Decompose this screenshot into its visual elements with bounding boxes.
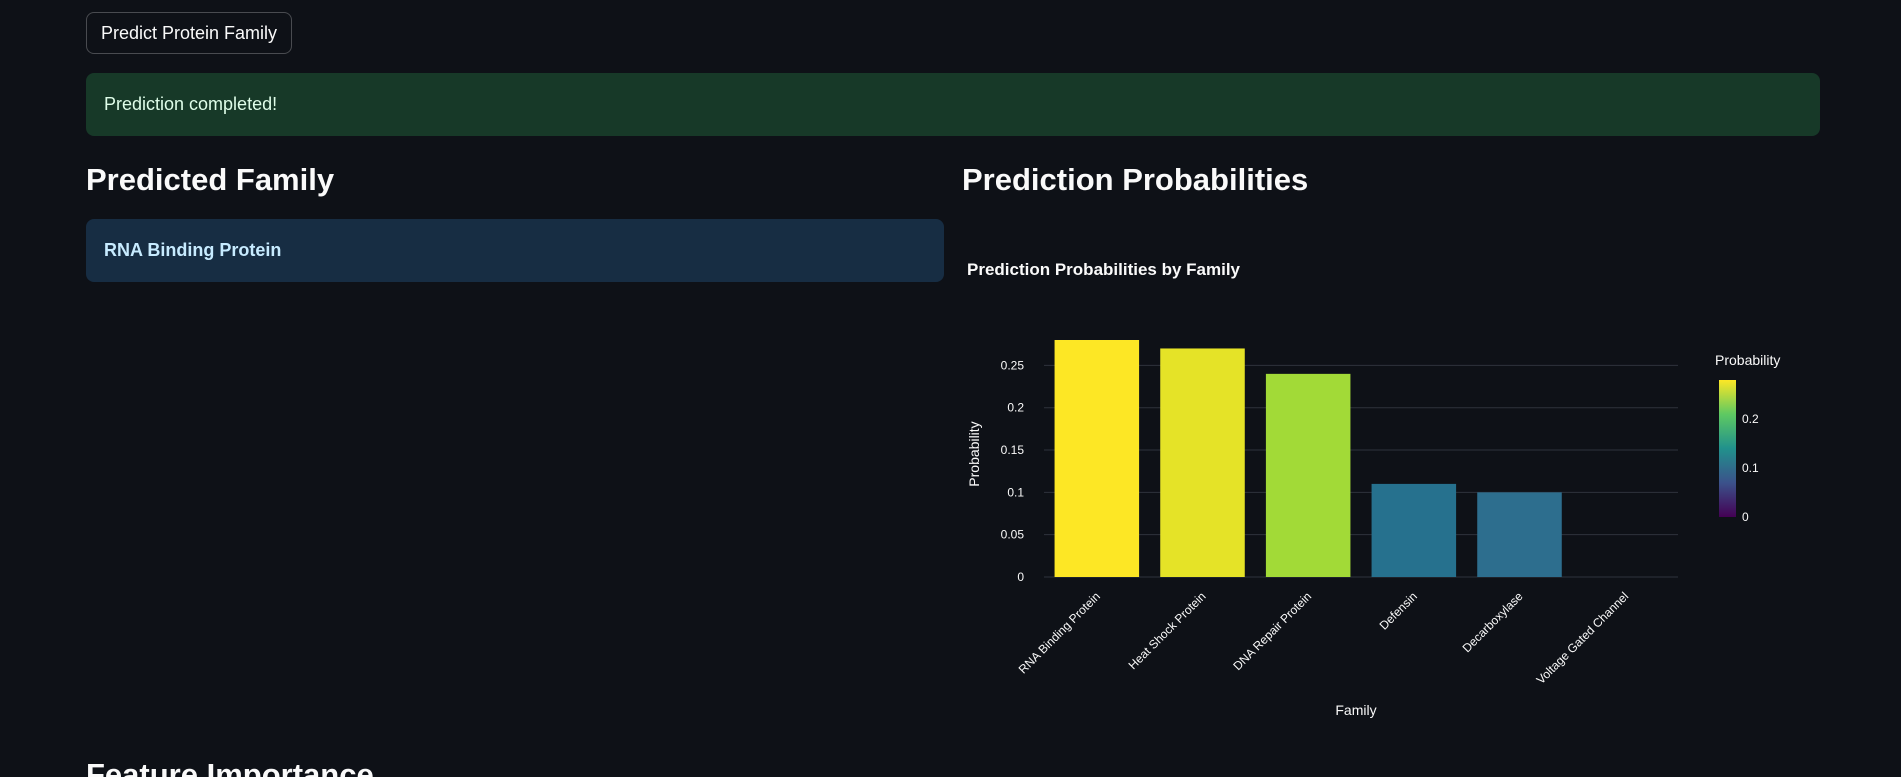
colorbar-tick-label: 0.2: [1742, 412, 1759, 426]
x-tick-label: RNA Binding Protein: [1016, 589, 1103, 676]
bar: [1477, 492, 1562, 577]
bar: [1371, 483, 1457, 577]
bar: [1054, 340, 1140, 577]
predicted-family-value: RNA Binding Protein: [104, 240, 282, 260]
x-tick-label: Decarboxylase: [1460, 589, 1526, 655]
predicted-family-heading: Predicted Family: [86, 162, 335, 197]
y-tick-label: 0.1: [1007, 485, 1024, 499]
chart-title: Prediction Probabilities by Family: [967, 260, 1241, 279]
feature-importance-heading: Feature Importance: [86, 757, 374, 777]
y-tick-label: 0.05: [1001, 528, 1025, 542]
x-tick-label: Voltage Gated Channel: [1534, 589, 1632, 687]
colorbar-title: Probability: [1715, 352, 1780, 368]
y-tick-label: 0.15: [1001, 443, 1025, 457]
y-tick-label: 0: [1017, 570, 1024, 584]
colorbar-tick-label: 0: [1742, 510, 1749, 524]
probability-chart-container: Prediction Probabilities by Family 0 0.05 0…: [962, 240, 1820, 740]
colorbar-tick-label: 0.1: [1742, 461, 1759, 475]
x-tick-label: DNA Repair Protein: [1230, 589, 1314, 673]
bar: [1265, 373, 1351, 577]
predict-protein-family-button[interactable]: Predict Protein Family: [86, 12, 293, 54]
predicted-family-box: RNA Binding Protein: [86, 219, 944, 282]
x-tick-label: Defensin: [1377, 589, 1420, 632]
x-tick-label: Heat Shock Protein: [1126, 589, 1209, 672]
y-tick-label: 0.25: [1001, 358, 1025, 372]
bar: [1160, 348, 1245, 577]
x-axis-title: Family: [1335, 702, 1376, 718]
prediction-probabilities-heading: Prediction Probabilities: [962, 162, 1309, 197]
success-alert: Prediction completed!: [86, 73, 1820, 136]
probability-bar-chart: Prediction Probabilities by Family 0 0.05 0…: [966, 260, 1780, 718]
y-axis-title: Probability: [966, 421, 982, 486]
y-tick-label: 0.2: [1007, 401, 1024, 415]
success-message: Prediction completed!: [104, 94, 278, 114]
colorbar: [1719, 380, 1736, 517]
